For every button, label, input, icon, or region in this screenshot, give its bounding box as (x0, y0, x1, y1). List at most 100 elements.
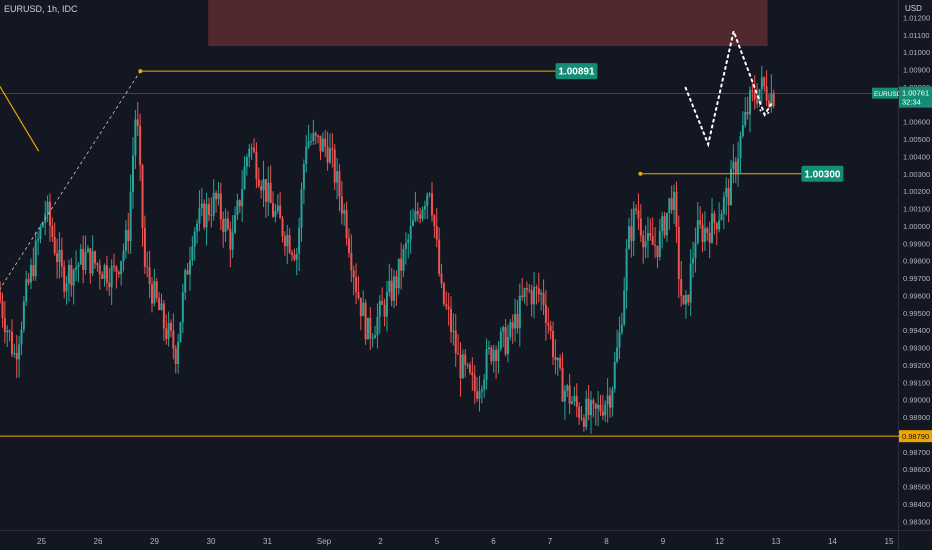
candle-body (115, 266, 118, 272)
candle-body (58, 249, 61, 263)
candle-body (514, 314, 517, 329)
candle-body (459, 354, 462, 379)
candle-body (169, 322, 172, 331)
candle-body (684, 294, 687, 305)
candle-body (89, 248, 92, 274)
candle-body (321, 138, 324, 152)
candle-body (478, 391, 481, 399)
candle-body (167, 322, 170, 339)
time-tick-label: 15 (885, 537, 894, 546)
candle-body (27, 279, 30, 283)
candle-body (447, 306, 450, 309)
candle-body (473, 375, 476, 392)
candle-body (338, 171, 341, 197)
price-tick-label: 0.99200 (903, 361, 930, 370)
candle-body (281, 218, 284, 237)
time-tick-label: 25 (37, 537, 46, 546)
candle-body (511, 322, 514, 329)
candle-body (101, 274, 104, 279)
candle-body (29, 265, 32, 283)
support-price-tag-label: 0.98790 (902, 432, 929, 441)
candle-body (540, 292, 543, 295)
candle-body (10, 332, 13, 355)
candle-body (694, 242, 697, 259)
candle-body (748, 90, 751, 115)
candle-body (502, 327, 505, 332)
candle-body (537, 288, 540, 295)
candle-body (658, 231, 661, 258)
candle-body (402, 248, 405, 271)
candle-body (471, 372, 474, 376)
candle-body (63, 266, 66, 292)
candle-body (732, 161, 735, 169)
candle-body (39, 227, 42, 240)
candle-body (345, 210, 348, 239)
candle-body (134, 119, 137, 156)
price-tick-label: 1.01000 (903, 48, 930, 57)
candle-body (207, 204, 210, 216)
candle-body (566, 385, 569, 391)
time-tick-label: 7 (548, 537, 553, 546)
candle-body (110, 265, 113, 288)
time-tick-label: 2 (378, 537, 383, 546)
breakout-badge-label: 1.00300 (804, 169, 841, 180)
candle-body (13, 353, 16, 355)
candle-body (523, 288, 526, 298)
time-tick-label: 12 (715, 537, 724, 546)
candle-body (445, 303, 448, 307)
candle-body (646, 233, 649, 241)
price-tick-label: 1.00600 (903, 118, 930, 127)
candle-body (67, 264, 70, 284)
candle-body (737, 158, 740, 174)
candle-body (174, 348, 177, 364)
candle-body (255, 151, 258, 180)
candle-body (0, 291, 2, 302)
price-tick-label: 0.99400 (903, 326, 930, 335)
candle-body (234, 215, 237, 233)
candle-body (231, 232, 234, 250)
candle-body (457, 352, 460, 355)
candle-body (663, 216, 666, 236)
support-price-tag (899, 430, 932, 443)
time-tick-label: 8 (604, 537, 609, 546)
candle-body (198, 208, 201, 224)
candle-body (86, 248, 89, 253)
candle-body (525, 288, 528, 290)
time-tick-label: 30 (207, 537, 216, 546)
candle-body (412, 220, 415, 226)
candle-body (763, 77, 766, 87)
candle-body (127, 230, 130, 242)
price-tick-label: 0.99300 (903, 344, 930, 353)
candle-body (651, 236, 654, 245)
candle-body (504, 327, 507, 355)
candle-body (326, 146, 329, 163)
candle-body (264, 179, 267, 202)
candle-body (772, 92, 775, 107)
candle-body (703, 228, 706, 243)
candle-body (554, 357, 557, 361)
candle-body (193, 231, 196, 247)
candle-body (744, 111, 747, 126)
candle-body (172, 330, 175, 349)
candle-body (219, 193, 222, 220)
candle-body (571, 401, 574, 404)
time-tick-label: 5 (435, 537, 440, 546)
candle-body (499, 331, 502, 349)
candle-body (606, 395, 609, 405)
candle-body (715, 223, 718, 230)
candle-body (627, 226, 630, 249)
candle-body (276, 205, 279, 212)
candle-body (203, 203, 206, 228)
candle-body (604, 404, 607, 416)
candle-body (416, 210, 419, 215)
price-tick-label: 1.00100 (903, 205, 930, 214)
candle-body (72, 269, 75, 286)
candle-body (665, 212, 668, 236)
candle-body (238, 200, 241, 207)
candle-body (53, 236, 56, 254)
candle-body (286, 235, 289, 247)
dashed-guide-line (0, 70, 141, 290)
candle-body (426, 194, 429, 206)
candle-body (160, 303, 163, 310)
